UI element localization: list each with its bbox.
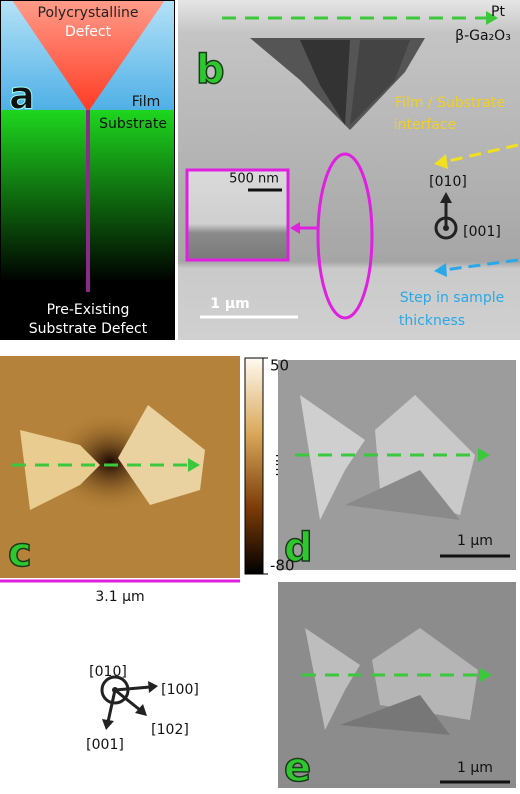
label: Substrate Defect <box>29 321 148 337</box>
label: [001] <box>463 224 501 240</box>
polygon-shape <box>305 628 360 730</box>
label: [102] <box>151 722 189 738</box>
panel-label: a <box>9 74 35 118</box>
label: Substrate <box>99 116 167 132</box>
colorbar-tick-label: 50 <box>270 357 289 375</box>
polygon-shape <box>102 719 114 730</box>
label: 1 μm <box>210 296 250 312</box>
label: [010] <box>429 174 467 190</box>
polygon-shape <box>440 192 452 203</box>
axes-legend: [010] [100] [102] [001] <box>86 664 199 753</box>
label: Step in sample <box>400 290 504 306</box>
panel-label: b <box>196 47 225 93</box>
label: Film <box>132 94 160 110</box>
polygon-shape <box>300 395 365 520</box>
polygon-shape <box>148 681 158 693</box>
panel-a: Polycrystalline Defect a Film Substrate … <box>0 0 175 340</box>
rect-shape <box>0 0 175 340</box>
polygon-shape <box>478 448 490 462</box>
polygon-shape <box>20 430 100 510</box>
label: [001] <box>86 737 124 753</box>
polygon-shape <box>118 405 205 505</box>
label: interface <box>394 117 456 133</box>
polygon-shape <box>290 222 300 234</box>
line-shape <box>114 685 151 692</box>
polygon-shape <box>12 0 165 112</box>
line-shape <box>443 258 519 272</box>
label: 500 nm <box>229 172 279 187</box>
panel-d: d 1 μm <box>278 360 516 572</box>
label: 1 μm <box>457 760 493 776</box>
line-shape <box>114 688 141 712</box>
polygon-shape <box>486 11 498 25</box>
rect-shape <box>185 168 290 262</box>
line-shape <box>443 143 519 164</box>
polygon-shape <box>345 470 460 520</box>
ellipse-shape <box>316 152 374 320</box>
label: thickness <box>399 313 465 329</box>
rect-shape <box>244 357 264 575</box>
label: β-Ga₂O₃ <box>455 28 511 44</box>
label: Pre-Existing <box>47 302 130 318</box>
circle-shape <box>434 216 458 240</box>
polygon-shape <box>188 458 200 472</box>
label: Defect <box>65 24 112 40</box>
polygon-shape <box>350 40 410 125</box>
panel-e: e 1 μm <box>278 582 516 792</box>
line-shape <box>106 689 117 723</box>
label: 3.1 μm <box>95 589 144 605</box>
panel-b: Pt β-Ga₂O₃ b Film / Substrate interface … <box>178 0 520 340</box>
panel-label: d <box>284 525 313 571</box>
polygon-shape <box>434 154 448 169</box>
panel-label: c <box>8 530 32 576</box>
colorbar-tick-label: -80 <box>270 557 295 575</box>
panel-label: e <box>284 745 311 790</box>
label: Film / Substrate <box>395 95 505 111</box>
label: Polycrystalline <box>38 5 139 21</box>
panel-c: c nm 3.1 μm <box>0 356 288 605</box>
polygon-shape <box>434 263 447 277</box>
label: 1 μm <box>457 533 493 549</box>
polygon-shape <box>135 704 147 716</box>
label: [010] <box>89 664 127 680</box>
circle-shape <box>443 225 449 231</box>
label: [100] <box>161 682 199 698</box>
polygon-shape <box>300 40 350 125</box>
polygon-shape <box>480 668 492 682</box>
label: Pt <box>491 4 505 20</box>
polygon-shape <box>340 695 450 735</box>
